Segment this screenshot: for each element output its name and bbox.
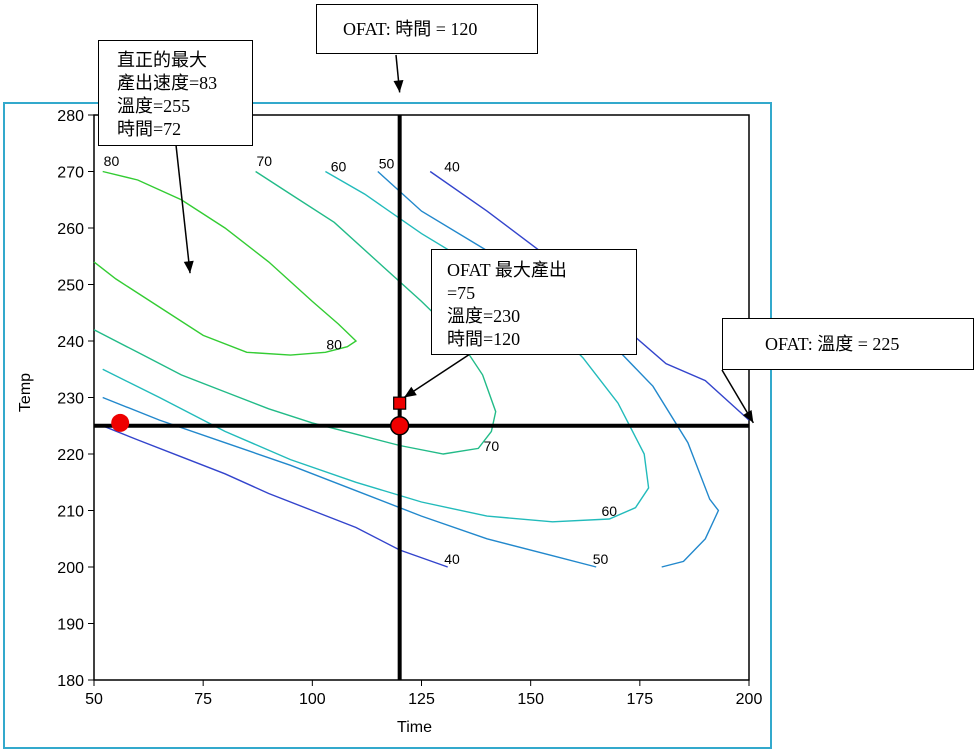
contour-label-50-8: 50 <box>593 551 609 567</box>
y-tick-label-180: 180 <box>57 673 84 690</box>
contour-label-60-6: 60 <box>601 503 617 519</box>
annotation-arrows <box>175 54 755 424</box>
contour-label-50-7: 50 <box>379 156 395 172</box>
chart-outer-frame <box>3 102 772 749</box>
true-max-line-1: 直正的最大 <box>117 50 207 70</box>
true-max-callout-arrow-head <box>183 260 194 274</box>
x-tick-label-125: 125 <box>408 691 435 708</box>
contour-label-80-2: 80 <box>326 336 342 352</box>
true-max-callout-arrow-shaft <box>175 144 191 274</box>
y-tick-label-220: 220 <box>57 447 84 464</box>
time-callout-text: OFAT: 時間 = 120 <box>343 19 478 39</box>
time-callout: OFAT: 時間 = 120 <box>316 4 538 54</box>
ofat-max-line-2: =75 <box>447 283 476 303</box>
contour-label-70-3: 70 <box>257 153 273 169</box>
ofat-max-callout: OFAT 最大產出 =75 溫度=230 時間=120 <box>431 249 637 355</box>
x-tick-label-150: 150 <box>517 691 544 708</box>
true-max-line-4: 時間=72 <box>117 119 182 139</box>
x-axis-label: Time <box>397 719 432 736</box>
true-max-line-2: 產出速度=83 <box>117 73 218 93</box>
ofat-max-line-1: OFAT 最大產出 <box>447 260 567 280</box>
y-tick-label-240: 240 <box>57 334 84 351</box>
x-tick-label-100: 100 <box>299 691 326 708</box>
markers <box>111 396 410 436</box>
y-tick-label-190: 190 <box>57 617 84 634</box>
temp-callout: OFAT: 溫度 = 225 <box>722 318 974 370</box>
y-tick-label-270: 270 <box>57 165 84 182</box>
x-tick-label-200: 200 <box>736 691 763 708</box>
contour-label-40-9: 40 <box>444 159 460 175</box>
ofat-max-callout-arrow-shaft <box>403 353 471 399</box>
axes: 50 75 100 125 150 175 200 180 190 200 210 220 230 240… <box>17 108 762 736</box>
plot-area <box>93 114 750 681</box>
contour-label-40-10: 40 <box>444 551 460 567</box>
contour-line-50-segment-1 <box>377 170 720 568</box>
y-tick-label-210: 210 <box>57 504 84 521</box>
contour-line-80-segment-1 <box>93 170 358 356</box>
x-tick-label-75: 75 <box>194 691 212 708</box>
ofat-max-line-3: 溫度=230 <box>447 306 521 326</box>
time-callout-arrow-head <box>393 79 404 93</box>
contour-line-70-segment-1 <box>93 170 497 455</box>
temp-callout-arrow-head <box>742 410 754 423</box>
temp-callout-text: OFAT: 溫度 = 225 <box>765 334 900 354</box>
true-max-callout: 直正的最大 產出速度=83 溫度=255 時間=72 <box>98 40 253 146</box>
y-tick-label-230: 230 <box>57 391 84 408</box>
contour-labels: 80 80 70 70 60 60 50 50 40 40 <box>104 153 618 567</box>
y-tick-label-260: 260 <box>57 221 84 238</box>
contour-label-80-1: 80 <box>104 153 120 169</box>
y-tick-label-200: 200 <box>57 560 84 577</box>
ofat-max-callout-arrow-head <box>404 386 417 398</box>
y-tick-label-250: 250 <box>57 278 84 295</box>
x-tick-label-175: 175 <box>626 691 653 708</box>
contour-line-40-segment-2 <box>102 425 448 568</box>
true-max-line-3: 溫度=255 <box>117 96 191 116</box>
y-axis-label: Temp <box>17 373 34 412</box>
interior-circle <box>111 413 130 432</box>
crosshair-circle <box>389 416 410 436</box>
y-tick-label-280: 280 <box>57 108 84 125</box>
ofat-max-square <box>393 396 407 410</box>
ofat-max-line-4: 時間=120 <box>447 329 521 349</box>
plot-area-group <box>93 114 750 681</box>
contour-label-60-5: 60 <box>331 159 347 175</box>
x-tick-label-50: 50 <box>85 691 103 708</box>
contour-label-70-4: 70 <box>484 438 500 454</box>
